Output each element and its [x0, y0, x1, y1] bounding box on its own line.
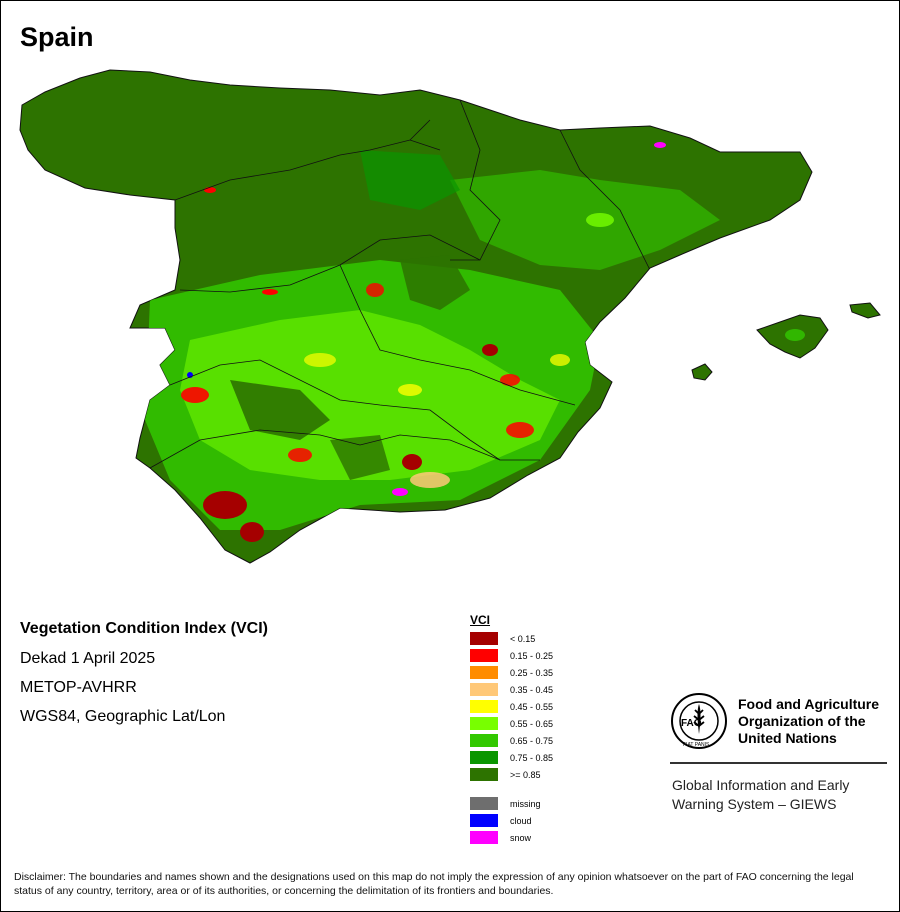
legend-class-row: < 0.15 — [470, 630, 553, 647]
legend-special-swatch — [470, 831, 498, 844]
regional-boundaries — [149, 99, 651, 469]
sensor-label: METOP-AVHRR — [20, 679, 137, 696]
legend-special-label: snow — [510, 832, 532, 843]
index-title: Vegetation Condition Index (VCI) — [20, 620, 268, 637]
date-label: Dekad 1 April 2025 — [20, 650, 156, 667]
legend-special-row: snow — [470, 829, 553, 846]
legend-class-label: 0.55 - 0.65 — [510, 718, 554, 729]
legend-class-swatch — [470, 683, 498, 696]
legend-class-label: >= 0.85 — [510, 769, 541, 780]
legend-class-swatch — [470, 751, 498, 764]
legend-special: missing cloud snow — [470, 795, 553, 846]
projection-label: WGS84, Geographic Lat/Lon — [20, 708, 226, 725]
legend-class-swatch — [470, 734, 498, 747]
legend-class-swatch — [470, 717, 498, 730]
legend-class-swatch — [470, 700, 498, 713]
legend-class-label: 0.15 - 0.25 — [510, 650, 554, 661]
legend-special-label: cloud — [510, 815, 532, 826]
map-info: Vegetation Condition Index (VCI) Dekad 1… — [20, 620, 268, 737]
divider — [670, 762, 887, 764]
vci-map — [19, 69, 881, 564]
vci-legend: VCI < 0.15 0.15 - 0.25 0.25 - 0.35 0.35 - 0… — [470, 613, 553, 846]
legend-special-row: missing — [470, 795, 553, 812]
legend-class-swatch — [470, 649, 498, 662]
org-name: Food and Agriculture Organization of the… — [738, 696, 880, 746]
legend-class-swatch — [470, 768, 498, 781]
legend-class-row: 0.45 - 0.55 — [470, 698, 553, 715]
legend-class-row: 0.35 - 0.45 — [470, 681, 553, 698]
fao-logo-letters: FAO — [681, 718, 702, 729]
legend-class-row: >= 0.85 — [470, 766, 553, 783]
legend-special-label: missing — [510, 798, 541, 809]
legend-class-label: 0.35 - 0.45 — [510, 684, 554, 695]
legend-class-label: < 0.15 — [510, 633, 536, 644]
legend-class-swatch — [470, 666, 498, 679]
legend-class-label: 0.65 - 0.75 — [510, 735, 554, 746]
legend-class-row: 0.55 - 0.65 — [470, 715, 553, 732]
disclaimer: Disclaimer: The boundaries and names sho… — [14, 871, 854, 897]
spain-mainland — [19, 69, 813, 564]
stress-patches — [181, 142, 666, 542]
fao-logo: FAO FIAT PANIS — [671, 693, 727, 749]
legend-class-swatch — [470, 632, 498, 645]
legend-class-label: 0.75 - 0.85 — [510, 752, 554, 763]
fao-logo-motto: FIAT PANIS — [683, 742, 710, 748]
legend-class-row: 0.25 - 0.35 — [470, 664, 553, 681]
legend-class-row: 0.75 - 0.85 — [470, 749, 553, 766]
legend-class-label: 0.45 - 0.55 — [510, 701, 554, 712]
legend-special-swatch — [470, 797, 498, 810]
legend-special-row: cloud — [470, 812, 553, 829]
legend-special-swatch — [470, 814, 498, 827]
legend-class-row: 0.65 - 0.75 — [470, 732, 553, 749]
legend-class-row: 0.15 - 0.25 — [470, 647, 553, 664]
balearic-islands — [691, 302, 881, 381]
legend-classes: < 0.15 0.15 - 0.25 0.25 - 0.35 0.35 - 0.45 0… — [470, 630, 553, 783]
legend-heading: VCI — [470, 613, 491, 627]
giews-label: Global Information and Early Warning Sys… — [672, 777, 850, 812]
legend-class-label: 0.25 - 0.35 — [510, 667, 554, 678]
map-title: Spain — [20, 22, 94, 52]
